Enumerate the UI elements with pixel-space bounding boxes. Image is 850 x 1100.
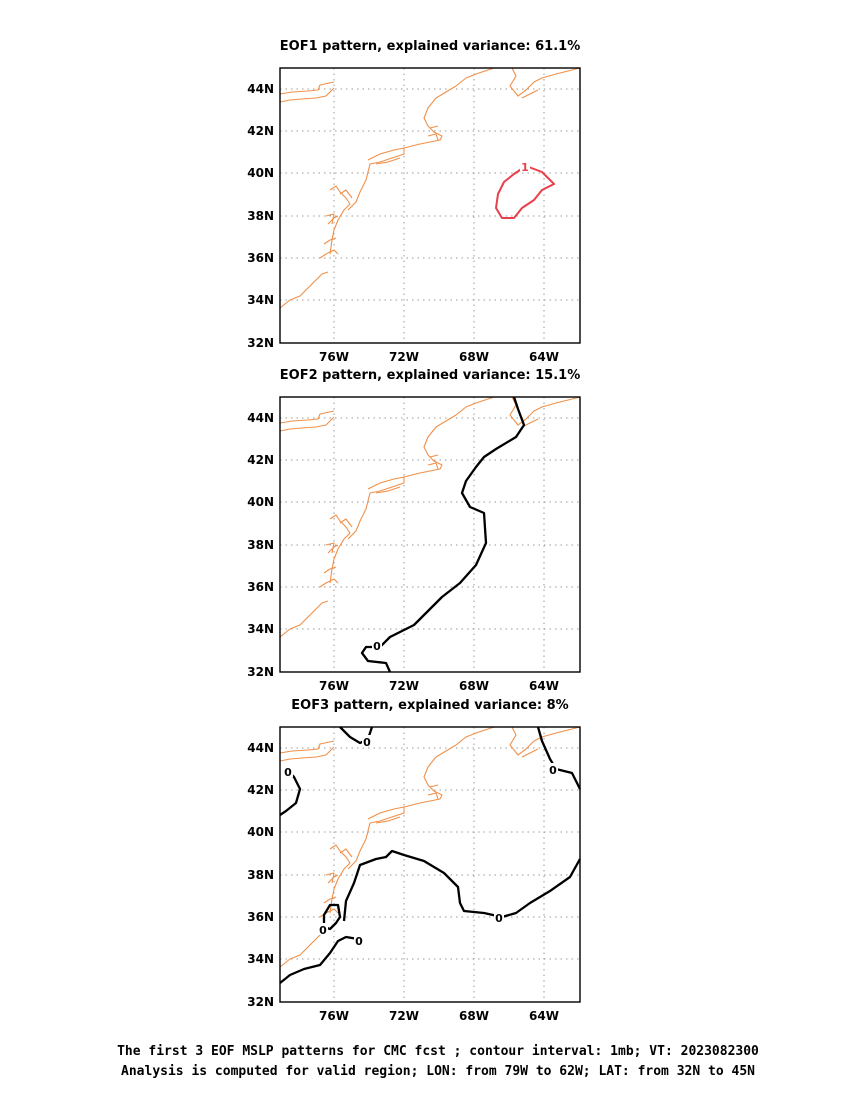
svg-text:72W: 72W [389, 350, 419, 364]
svg-text:36N: 36N [247, 910, 274, 924]
panel3-grid [280, 727, 580, 1002]
svg-text:42N: 42N [247, 124, 274, 138]
panel3-frame [279, 726, 581, 1003]
svg-text:34N: 34N [247, 622, 274, 636]
svg-text:32N: 32N [247, 665, 274, 679]
caption-line2: Analysis is computed for valid region; L… [121, 1064, 755, 1079]
svg-text:40N: 40N [247, 495, 274, 509]
panel3-lon-ticks: 76W 72W 68W 64W [319, 1009, 559, 1023]
svg-text:72W: 72W [389, 679, 419, 693]
panel2-title: EOF2 pattern, explained variance: 15.1% [280, 368, 580, 383]
svg-text:0: 0 [284, 766, 292, 779]
panel2-lat-ticks: 44N 42N 40N 38N 36N 34N 32N [247, 411, 274, 679]
panel1-lat-ticks: 44N 42N 40N 38N 36N 34N 32N [247, 82, 274, 350]
svg-text:42N: 42N [247, 783, 274, 797]
svg-text:40N: 40N [247, 825, 274, 839]
svg-text:72W: 72W [389, 1009, 419, 1023]
svg-text:76W: 76W [319, 679, 349, 693]
svg-text:42N: 42N [247, 453, 274, 467]
svg-text:32N: 32N [247, 336, 274, 350]
panel2-contour-label: 0 [373, 640, 381, 653]
svg-text:0: 0 [495, 912, 503, 925]
svg-text:38N: 38N [247, 209, 274, 223]
panel2-coastline [279, 396, 581, 638]
figure-caption: The first 3 EOF MSLP patterns for CMC fc… [117, 1044, 759, 1079]
panel1-grid [280, 68, 580, 343]
panel-eof2: EOF2 pattern, explained variance: 15.1% … [247, 368, 581, 693]
panel3-title: EOF3 pattern, explained variance: 8% [291, 698, 568, 713]
panel3-contours-zero [279, 726, 582, 984]
svg-text:36N: 36N [247, 251, 274, 265]
svg-text:0: 0 [549, 764, 557, 777]
svg-text:38N: 38N [247, 538, 274, 552]
svg-text:68W: 68W [459, 679, 489, 693]
panel-eof3: EOF3 pattern, explained variance: 8% 0 0… [247, 698, 582, 1023]
svg-text:76W: 76W [319, 350, 349, 364]
svg-text:64W: 64W [529, 1009, 559, 1023]
svg-text:0: 0 [355, 935, 363, 948]
panel1-lon-ticks: 76W 72W 68W 64W [319, 350, 559, 364]
panel1-frame [279, 67, 581, 344]
panel-eof1: EOF1 pattern, explained variance: 61.1% … [247, 39, 581, 364]
svg-text:36N: 36N [247, 580, 274, 594]
svg-text:64W: 64W [529, 350, 559, 364]
panel2-contour-zero [360, 396, 526, 673]
panel3-contour-labels: 0 0 0 0 0 0 [283, 735, 558, 948]
svg-text:34N: 34N [247, 293, 274, 307]
panel1-contour-positive [495, 165, 555, 219]
panel1-title: EOF1 pattern, explained variance: 61.1% [280, 39, 580, 54]
svg-text:0: 0 [319, 924, 327, 937]
svg-text:38N: 38N [247, 868, 274, 882]
panel1-coastline [279, 67, 581, 309]
caption-line1: The first 3 EOF MSLP patterns for CMC fc… [117, 1044, 759, 1059]
svg-text:64W: 64W [529, 679, 559, 693]
panel2-lon-ticks: 76W 72W 68W 64W [319, 679, 559, 693]
svg-text:34N: 34N [247, 952, 274, 966]
svg-text:68W: 68W [459, 350, 489, 364]
svg-text:44N: 44N [247, 411, 274, 425]
svg-text:32N: 32N [247, 995, 274, 1009]
panel2-grid [280, 397, 580, 672]
svg-text:40N: 40N [247, 166, 274, 180]
svg-text:76W: 76W [319, 1009, 349, 1023]
panel2-frame [279, 396, 581, 673]
svg-text:0: 0 [363, 736, 371, 749]
svg-text:44N: 44N [247, 82, 274, 96]
svg-text:44N: 44N [247, 741, 274, 755]
panel3-lat-ticks: 44N 42N 40N 38N 36N 34N 32N [247, 741, 274, 1009]
panel1-contour-label: 1 [521, 161, 529, 174]
svg-text:68W: 68W [459, 1009, 489, 1023]
